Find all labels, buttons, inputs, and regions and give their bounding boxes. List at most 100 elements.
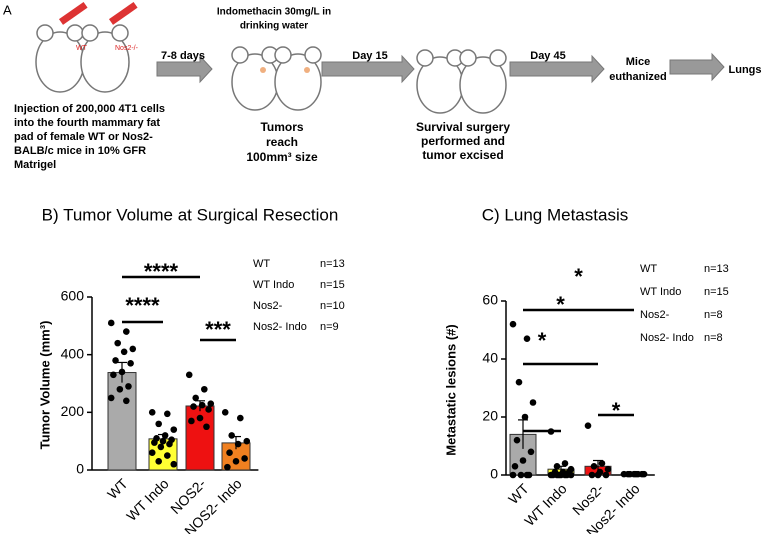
x-tick-label: WT: [104, 475, 131, 502]
y-tick-label: 400: [61, 345, 85, 361]
data-point: [201, 385, 208, 393]
chart-title: B) Tumor Volume at Surgical Resection: [42, 205, 339, 224]
data-point: [561, 471, 569, 479]
data-point: [110, 371, 117, 379]
legend-label: WT: [253, 258, 270, 270]
y-tick-label: 20: [482, 408, 498, 424]
data-point: [232, 458, 240, 465]
chart-title: C) Lung Metastasis: [482, 205, 628, 224]
mouse-label: WT: [76, 45, 88, 52]
data-point: [598, 460, 606, 467]
data-point: [243, 437, 251, 445]
y-tick-label: 600: [61, 288, 85, 304]
y-axis-label: Tumor Volume (mm³): [37, 321, 52, 450]
arrow: [669, 52, 725, 82]
mice-injection: WT Nos2-/-: [35, 1, 139, 93]
data-point: [185, 371, 193, 379]
legend-label: Nos2- Indo: [640, 332, 694, 344]
caption-line: Mice: [626, 56, 650, 68]
caption-line: reach: [266, 135, 298, 149]
caption-line: Tumors: [260, 120, 303, 134]
final-label: Lungs: [729, 64, 762, 76]
legend-label: WT: [640, 263, 657, 275]
caption-line: Survival surgery: [416, 120, 510, 134]
caption-line: euthanized: [609, 71, 666, 83]
legend-label: WT Indo: [253, 279, 294, 291]
y-tick-label: 200: [61, 403, 85, 419]
mice-surgery: [416, 49, 507, 114]
data-point: [509, 320, 517, 328]
data-point: [161, 432, 169, 439]
data-point: [164, 452, 171, 459]
legend-n: n=15: [320, 279, 345, 291]
data-point: [148, 409, 156, 416]
legend-n: n=8: [704, 332, 723, 344]
data-point: [523, 335, 531, 343]
y-tick-label: 0: [490, 466, 498, 482]
data-point: [509, 471, 517, 479]
data-point: [203, 423, 210, 431]
legend-n: n=13: [704, 263, 729, 275]
data-point: [594, 471, 602, 479]
data-point: [228, 432, 235, 439]
data-point: [602, 471, 610, 479]
bar: [185, 405, 215, 471]
significance-label: ****: [144, 259, 179, 284]
data-point: [588, 471, 596, 479]
caption-line: 100mm³ size: [246, 150, 318, 164]
legend-n: n=9: [320, 321, 339, 333]
data-point: [188, 417, 195, 425]
step-label: Day 45: [530, 50, 565, 62]
data-point: [515, 378, 523, 386]
data-point: [120, 348, 128, 356]
legend-n: n=13: [320, 258, 345, 270]
data-point: [159, 437, 167, 445]
data-point: [624, 470, 632, 478]
data-point: [237, 414, 244, 422]
data-point: [155, 420, 162, 428]
data-point: [241, 455, 248, 462]
legend-n: n=8: [704, 309, 723, 321]
data-point: [553, 471, 561, 479]
data-point: [547, 471, 555, 479]
legend-n: n=15: [704, 286, 729, 298]
arrow: [156, 54, 213, 84]
data-point: [207, 400, 215, 407]
data-point: [224, 463, 231, 471]
data-point: [118, 368, 126, 376]
data-point: [511, 463, 519, 470]
data-point: [148, 449, 156, 457]
x-tick-label: WT Indo: [123, 475, 172, 524]
significance-label: *: [556, 292, 565, 317]
data-point: [107, 394, 115, 402]
data-point: [630, 470, 638, 478]
caption-line: into the fourth mammary fat: [14, 117, 160, 129]
legend-label: Nos2-: [253, 300, 283, 312]
data-point: [151, 439, 158, 446]
data-point: [164, 410, 171, 418]
data-point: [155, 458, 162, 465]
data-point: [112, 357, 119, 364]
caption-line: Indomethacin 30mg/L in: [217, 7, 331, 18]
y-tick-label: 0: [76, 461, 84, 477]
data-point: [519, 457, 527, 464]
caption-line: tumor excised: [422, 148, 503, 162]
data-point: [123, 397, 130, 405]
data-point: [114, 339, 121, 347]
data-point: [192, 394, 199, 402]
data-point: [584, 422, 592, 430]
data-point: [529, 399, 537, 406]
arrow: [509, 54, 605, 84]
y-tick-label: 60: [482, 292, 498, 308]
data-point: [116, 385, 124, 393]
data-point: [107, 319, 115, 327]
mice-treated: [231, 46, 322, 111]
data-point: [553, 463, 561, 470]
data-point: [190, 403, 197, 410]
data-point: [127, 360, 134, 367]
legend-n: n=10: [320, 300, 345, 312]
legend-label: Nos2-: [640, 309, 670, 321]
significance-label: *: [538, 328, 547, 353]
step-label: Day 15: [352, 50, 387, 62]
significance-label: *: [612, 398, 621, 423]
